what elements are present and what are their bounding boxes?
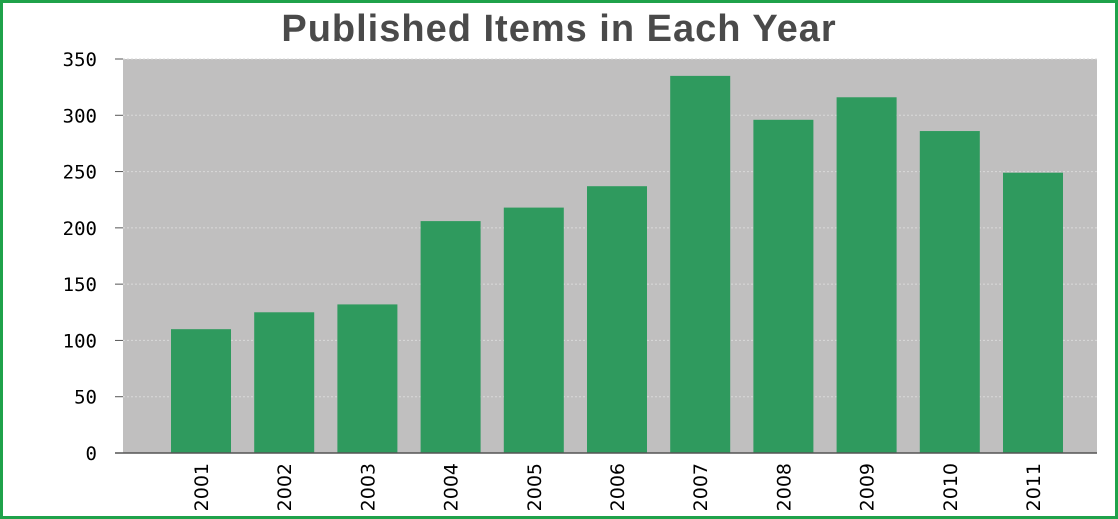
gridlines xyxy=(115,58,1097,454)
bar-2007 xyxy=(670,75,731,453)
y-tick-label: 50 xyxy=(74,387,97,409)
x-tick-label: 2001 xyxy=(191,463,213,511)
y-tick-label: 0 xyxy=(86,443,97,465)
bar-2010 xyxy=(919,131,980,453)
y-tick-label: 300 xyxy=(63,105,97,127)
bar-2008 xyxy=(753,119,814,453)
x-tick-label: 2005 xyxy=(524,463,546,511)
bar-2001 xyxy=(171,329,231,453)
bar-2011 xyxy=(1003,172,1063,453)
x-tick-label: 2009 xyxy=(857,463,879,511)
x-tick-label: 2010 xyxy=(940,463,962,511)
y-tick-labels: 0 50 100 150 200 250 300 350 xyxy=(63,49,97,465)
x-tick-label: 2008 xyxy=(773,463,795,511)
y-tick-label: 150 xyxy=(63,274,97,296)
x-tick-label: 2002 xyxy=(274,463,296,511)
x-tick-label: 2011 xyxy=(1023,463,1045,511)
bar-2003 xyxy=(337,304,398,453)
y-tick-label: 350 xyxy=(63,49,97,71)
x-tick-labels: 2001 2002 2003 2004 2005 2006 2007 2008 2009 2010… xyxy=(191,463,1045,511)
bar-2002 xyxy=(254,312,315,453)
bar-2006 xyxy=(587,186,647,453)
x-tick-label: 2006 xyxy=(607,463,629,511)
chart-title: Published Items in Each Year xyxy=(281,8,837,50)
y-tick-label: 100 xyxy=(63,330,97,352)
x-tick-label: 2004 xyxy=(441,463,463,511)
bars xyxy=(171,75,1063,453)
bar-2009 xyxy=(836,97,897,453)
bar-2005 xyxy=(503,207,564,453)
x-tick-label: 2007 xyxy=(690,463,712,511)
x-tick-label: 2003 xyxy=(357,463,379,511)
y-tick-label: 250 xyxy=(63,162,97,184)
bar-2004 xyxy=(420,221,481,453)
y-tick-label: 200 xyxy=(63,218,97,240)
